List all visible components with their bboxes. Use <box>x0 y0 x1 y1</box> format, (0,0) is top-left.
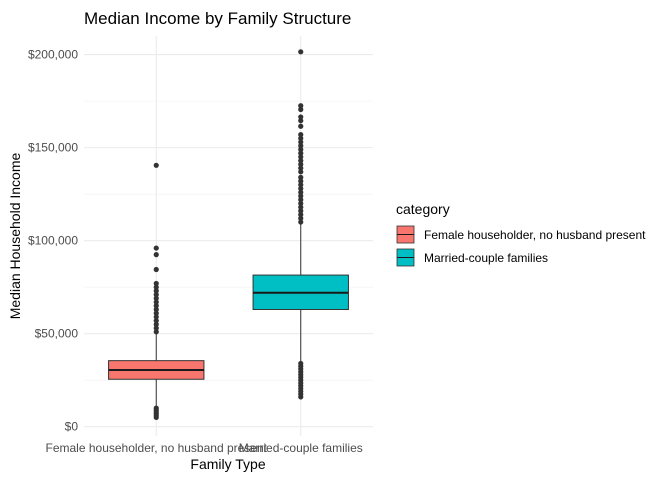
x-axis: Female householder, no husband presentMa… <box>46 441 363 455</box>
outlier-point <box>153 318 159 324</box>
outlier-point <box>298 118 304 124</box>
boxplot-married-couple <box>252 49 349 400</box>
outlier-point <box>298 204 304 210</box>
outlier-point <box>298 169 304 175</box>
outlier-point <box>298 150 304 156</box>
outlier-point <box>153 295 159 301</box>
outlier-point <box>153 314 159 320</box>
plot-area <box>108 49 349 420</box>
outlier-point <box>298 114 304 120</box>
outlier-point <box>298 185 304 192</box>
outlier-point <box>298 139 304 145</box>
outlier-point <box>298 103 304 109</box>
outlier-point <box>153 329 159 335</box>
outlier-point <box>153 245 159 251</box>
outlier-point <box>298 193 304 199</box>
outlier-point <box>153 266 159 273</box>
outlier-point <box>298 123 304 129</box>
outlier-point <box>298 174 304 180</box>
legend: category Female householder, no husband … <box>396 201 646 267</box>
outlier-point <box>298 154 304 160</box>
outlier-point <box>153 303 159 309</box>
y-tick-label: $0 <box>65 420 79 434</box>
outlier-point <box>153 162 159 168</box>
outlier-point <box>153 292 159 298</box>
x-tick-label: Female householder, no husband present <box>46 441 268 455</box>
outlier-point <box>298 106 304 113</box>
outlier-point <box>298 208 304 214</box>
y-tick-label: $50,000 <box>35 327 79 341</box>
outlier-point <box>153 405 159 411</box>
outlier-point <box>298 165 304 171</box>
chart-title: Median Income by Family Structure <box>84 9 351 28</box>
outlier-point <box>298 219 304 225</box>
outlier-point <box>153 310 159 316</box>
x-axis-label: Family Type <box>190 456 265 472</box>
outlier-point <box>298 143 304 149</box>
outlier-point <box>298 146 304 153</box>
outlier-point <box>153 252 159 258</box>
outlier-point <box>298 360 304 367</box>
outlier-point <box>298 200 304 207</box>
outlier-point <box>298 197 304 203</box>
outlier-point <box>298 158 304 164</box>
y-tick-label: $150,000 <box>28 141 78 155</box>
outlier-point <box>298 212 304 218</box>
outlier-point <box>298 182 304 188</box>
legend-label: Female householder, no husband present <box>424 228 646 242</box>
outlier-point <box>298 161 304 167</box>
outlier-point <box>298 189 304 195</box>
outlier-point <box>153 288 159 294</box>
outlier-point <box>153 284 159 290</box>
outlier-point <box>153 306 159 313</box>
outlier-point <box>298 178 304 184</box>
legend-label: Married-couple families <box>424 251 548 265</box>
outlier-point <box>298 135 304 141</box>
y-axis-label: Median Household Income <box>7 153 23 320</box>
boxplot-female-householder <box>108 162 205 420</box>
outlier-point <box>153 299 159 305</box>
outlier-point <box>298 132 304 138</box>
y-tick-label: $200,000 <box>28 48 78 62</box>
y-tick-label: $100,000 <box>28 234 78 248</box>
y-axis: $0 $50,000 $100,000 $150,000 $200,000 <box>28 48 78 434</box>
outlier-point <box>153 280 159 287</box>
outlier-point <box>153 325 159 331</box>
outlier-point <box>298 215 304 221</box>
legend-title: category <box>396 201 450 217</box>
x-tick-label: Married-couple families <box>239 441 363 455</box>
outlier-point <box>153 321 159 327</box>
outlier-point <box>298 49 304 55</box>
